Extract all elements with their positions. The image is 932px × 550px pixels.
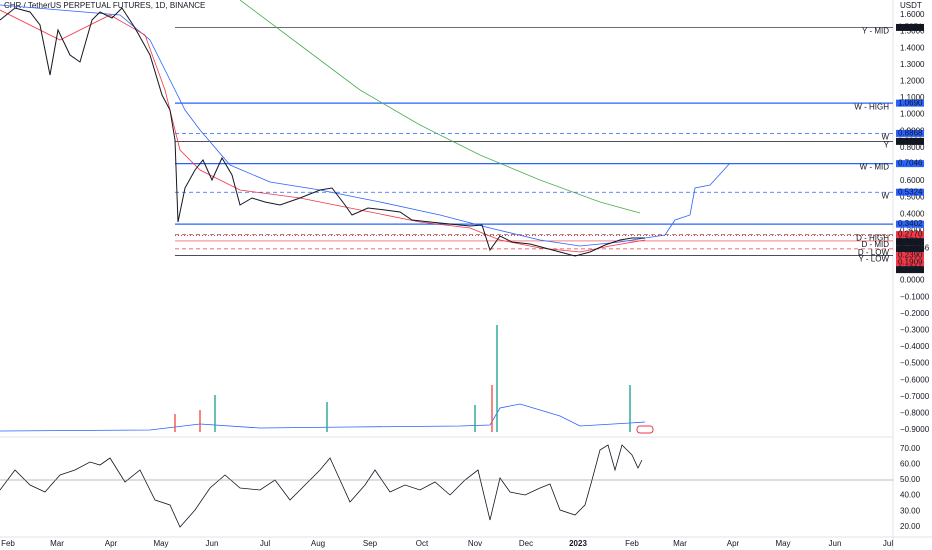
- rsi-tick-label: 30.00: [900, 506, 921, 515]
- price-tag: [896, 188, 924, 196]
- level-name: Y: [884, 141, 890, 150]
- currency: USDT: [900, 1, 922, 10]
- level-name: Y - MID: [862, 27, 889, 36]
- price-tag: [896, 99, 924, 107]
- price-tick-label: −0.1000: [900, 292, 930, 301]
- time-label: Jul: [260, 539, 270, 548]
- level-name: D - LOW: [858, 248, 890, 257]
- price-tag: [896, 160, 924, 168]
- price-tag-label: 0.2390: [898, 251, 923, 260]
- event-badge[interactable]: [636, 425, 654, 434]
- axes: 1.6000 1.5000 1.4000 1.3000 1.2000 1.1000 1.00…: [1, 10, 930, 548]
- time-label: Aug: [311, 539, 325, 548]
- time-label: Jul: [883, 539, 893, 548]
- price-tick-label: −0.7000: [900, 392, 930, 401]
- price-tag-label: 0.8386: [898, 137, 923, 146]
- price-tag-label: 1.0690: [898, 98, 923, 107]
- price-tick-label: 1.6000: [900, 10, 925, 19]
- rsi-tick-label: 50.00: [900, 475, 921, 484]
- ma-blue: [0, 4, 646, 247]
- volume-spikes: [174, 325, 631, 432]
- ma-green: [239, 0, 641, 214]
- level-name: W: [881, 191, 889, 200]
- price-tick-label: 0.5000: [900, 193, 925, 202]
- level-name: Y - LOW: [858, 254, 889, 263]
- level-name: D - HIGH: [856, 234, 889, 243]
- price-tag-label: 1.5251: [898, 23, 923, 32]
- price-tag: [896, 231, 924, 239]
- price-tick-label: 0.8000: [900, 143, 925, 152]
- price-tick-label: −0.6000: [900, 375, 930, 384]
- level-name: W: [881, 133, 889, 142]
- rsi: [0, 444, 643, 528]
- time-label: May: [775, 539, 790, 548]
- level-name: D - MID: [861, 240, 889, 249]
- price-tick-label: 1.0000: [900, 110, 925, 119]
- level-name: W - MID: [860, 163, 890, 172]
- projection: [644, 162, 731, 239]
- price-tag-label: 0.2721: [898, 237, 923, 246]
- price-tag: [896, 129, 924, 137]
- price-tick-label: 1.2000: [900, 77, 925, 86]
- price-tick-label: −0.5000: [900, 359, 930, 368]
- time-label: Apr: [105, 539, 118, 548]
- price-tag: [896, 252, 924, 260]
- price-tick-label: −0.2000: [900, 309, 930, 318]
- price-tag-label: 0.8868: [898, 129, 923, 138]
- price: [0, 7, 645, 257]
- price-tick-label: −0.3000: [900, 326, 930, 335]
- price-tag-label: 0.1521: [898, 265, 923, 274]
- price-tick-label: 1.4000: [900, 43, 925, 52]
- time-label: Oct: [416, 539, 429, 548]
- price-tag-label: 0.3402: [898, 219, 923, 228]
- time-label: Jun: [206, 539, 219, 548]
- time-label: Feb: [625, 539, 639, 548]
- price-tick-label: 1.5000: [900, 27, 925, 36]
- price-tag-label: 0.2770: [898, 230, 923, 239]
- price-tag: [896, 23, 924, 31]
- price-tick-label: −0.8000: [900, 409, 930, 418]
- price-tick-label: 1.1000: [900, 93, 925, 102]
- level-name: W - HIGH: [854, 102, 889, 111]
- countdown-label: 05:40:56: [898, 244, 930, 253]
- price-tag: [896, 238, 924, 246]
- price-tag-label: 0.7046: [898, 159, 923, 168]
- price-tag-label: 0.1909: [898, 258, 923, 267]
- time-label: May: [153, 539, 168, 548]
- time-label: 2023: [569, 539, 587, 548]
- price-tick-label: 0.3000: [900, 226, 925, 235]
- symbol-title: CHR / TetherUS PERPETUAL FUTURES, 1D, BI…: [4, 1, 205, 10]
- rsi-tick-label: 40.00: [900, 491, 921, 500]
- price-tick-label: 0.4000: [900, 209, 925, 218]
- time-label: Nov: [468, 539, 482, 548]
- price-tick-label: −0.9000: [900, 425, 930, 434]
- rsi-tick-label: 20.00: [900, 522, 921, 531]
- time-label: Jun: [829, 539, 842, 548]
- price-tag: [896, 259, 924, 267]
- time-label: Dec: [519, 539, 533, 548]
- time-label: Sep: [363, 539, 378, 548]
- rsi-tick-label: 70.00: [900, 444, 921, 453]
- time-label: Feb: [1, 539, 15, 548]
- time-label: Apr: [727, 539, 740, 548]
- time-label: Mar: [50, 539, 64, 548]
- price-tag: [896, 266, 924, 274]
- countdown-tag: [896, 245, 924, 253]
- price-tag: [896, 220, 924, 228]
- price-tick-label: 0.0000: [900, 276, 925, 285]
- price-tag: [896, 137, 924, 145]
- price-tick-label: 1.3000: [900, 60, 925, 69]
- price-tick-label: 0.6000: [900, 176, 925, 185]
- rsi-tick-label: 60.00: [900, 460, 921, 469]
- time-label: Mar: [673, 539, 687, 548]
- price-tag-label: 0.5324: [898, 187, 923, 196]
- price-tick-label: −0.4000: [900, 342, 930, 351]
